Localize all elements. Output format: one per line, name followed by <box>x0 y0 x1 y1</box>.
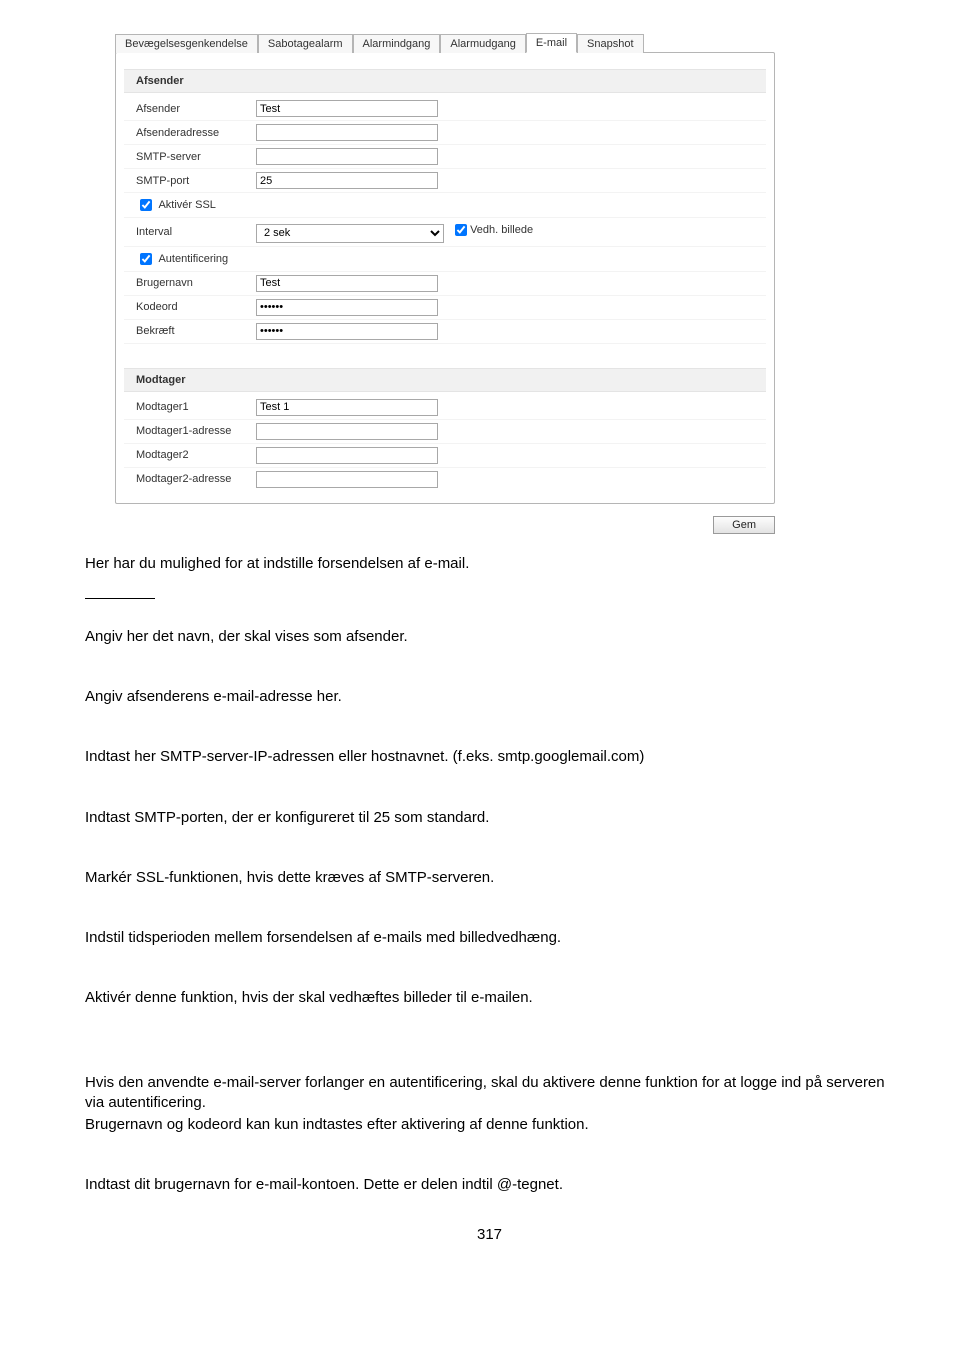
aktiver-ssl-label: Aktivér SSL <box>158 199 215 211</box>
email-settings-panel: Afsender Afsender Afsenderadresse SMTP-s… <box>115 52 775 504</box>
tab-alarm-in[interactable]: Alarmindgang <box>353 34 441 53</box>
smtp-server-input[interactable] <box>256 148 438 165</box>
modtager1-input[interactable] <box>256 399 438 416</box>
desc-smtp-server: Indtast her SMTP-server-IP-adressen elle… <box>85 747 894 767</box>
smtp-server-label: SMTP-server <box>136 151 256 163</box>
desc-auth-2: Brugernavn og kodeord kan kun indtastes … <box>85 1115 894 1135</box>
vedh-billede-label: Vedh. billede <box>470 224 533 236</box>
intro-text: Her har du mulighed for at indstille for… <box>85 554 894 574</box>
kodeord-input[interactable] <box>256 299 438 316</box>
desc-username: Indtast dit brugernavn for e-mail-kontoe… <box>85 1175 894 1195</box>
divider-short <box>85 598 155 599</box>
autentificering-checkbox[interactable] <box>140 253 152 265</box>
smtp-port-input[interactable] <box>256 172 438 189</box>
modtager1-adresse-label: Modtager1-adresse <box>136 425 256 437</box>
tabs: Bevægelsesgenkendelse Sabotagealarm Alar… <box>115 30 775 52</box>
desc-afsender-name: Angiv her det navn, der skal vises som a… <box>85 627 894 647</box>
modtager1-label: Modtager1 <box>136 401 256 413</box>
modtager2-input[interactable] <box>256 447 438 464</box>
autentificering-label: Autentificering <box>158 252 228 264</box>
afsender-input[interactable] <box>256 100 438 117</box>
desc-afsender-email: Angiv afsenderens e-mail-adresse her. <box>85 687 894 707</box>
section-modtager: Modtager <box>124 368 766 392</box>
interval-select[interactable]: 2 sek <box>256 224 444 243</box>
afsender-label: Afsender <box>136 103 256 115</box>
section-afsender: Afsender <box>124 69 766 93</box>
modtager2-adresse-label: Modtager2-adresse <box>136 473 256 485</box>
brugernavn-label: Brugernavn <box>136 277 256 289</box>
desc-ssl: Markér SSL-funktionen, hvis dette kræves… <box>85 868 894 888</box>
interval-label: Interval <box>136 226 256 238</box>
desc-interval: Indstil tidsperioden mellem forsendelsen… <box>85 928 894 948</box>
tab-snapshot[interactable]: Snapshot <box>577 34 643 53</box>
afsenderadresse-label: Afsenderadresse <box>136 127 256 139</box>
smtp-port-label: SMTP-port <box>136 175 256 187</box>
modtager2-label: Modtager2 <box>136 449 256 461</box>
kodeord-label: Kodeord <box>136 301 256 313</box>
tab-sabotage[interactable]: Sabotagealarm <box>258 34 353 53</box>
tab-alarm-out[interactable]: Alarmudgang <box>440 34 525 53</box>
desc-smtp-port: Indtast SMTP-porten, der er konfigureret… <box>85 808 894 828</box>
modtager1-adresse-input[interactable] <box>256 423 438 440</box>
tab-email[interactable]: E-mail <box>526 33 577 53</box>
modtager2-adresse-input[interactable] <box>256 471 438 488</box>
email-settings-screenshot: Bevægelsesgenkendelse Sabotagealarm Alar… <box>115 30 775 534</box>
desc-auth-1: Hvis den anvendte e-mail-server forlange… <box>85 1073 894 1114</box>
save-button[interactable]: Gem <box>713 516 775 534</box>
desc-attach-image: Aktivér denne funktion, hvis der skal ve… <box>85 988 894 1008</box>
aktiver-ssl-checkbox[interactable] <box>140 199 152 211</box>
vedh-billede-checkbox[interactable] <box>455 224 467 236</box>
brugernavn-input[interactable] <box>256 275 438 292</box>
bekraeft-input[interactable] <box>256 323 438 340</box>
page-number: 317 <box>85 1226 894 1243</box>
tab-motion[interactable]: Bevægelsesgenkendelse <box>115 34 258 53</box>
bekraeft-label: Bekræft <box>136 325 256 337</box>
afsenderadresse-input[interactable] <box>256 124 438 141</box>
